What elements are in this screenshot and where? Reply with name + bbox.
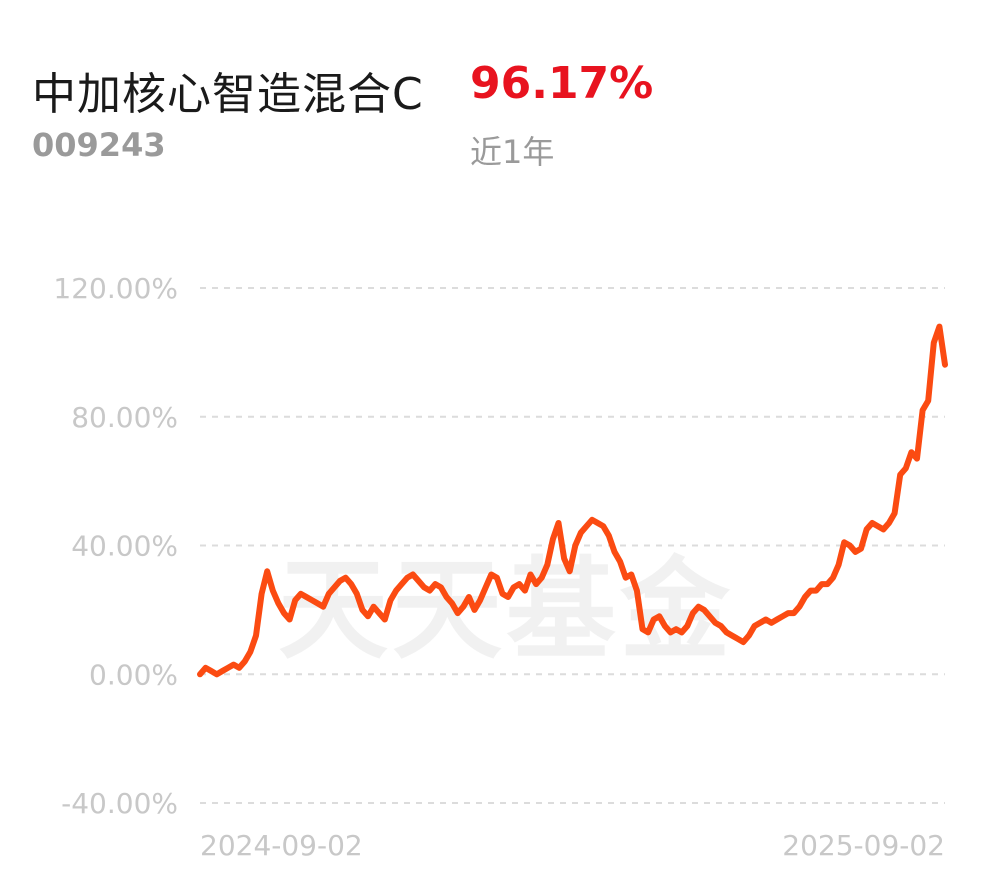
fund-name: 中加核心智造混合C <box>32 69 424 120</box>
x-tick-label: 2025-09-02 <box>782 829 945 862</box>
y-tick-label: 120.00% <box>53 272 178 305</box>
y-tick-label: -40.00% <box>61 787 178 820</box>
x-tick-label: 2024-09-02 <box>200 829 363 862</box>
watermark: 天天基金 <box>278 546 734 674</box>
fund-code: 009243 <box>32 126 166 164</box>
fund-return-value: 96.17% <box>470 58 654 109</box>
y-tick-label: 80.00% <box>71 401 178 434</box>
series-line <box>197 323 948 678</box>
y-tick-label: 0.00% <box>89 658 178 691</box>
y-tick-label: 40.00% <box>71 530 178 563</box>
period-label[interactable]: 近1年 <box>470 133 555 171</box>
